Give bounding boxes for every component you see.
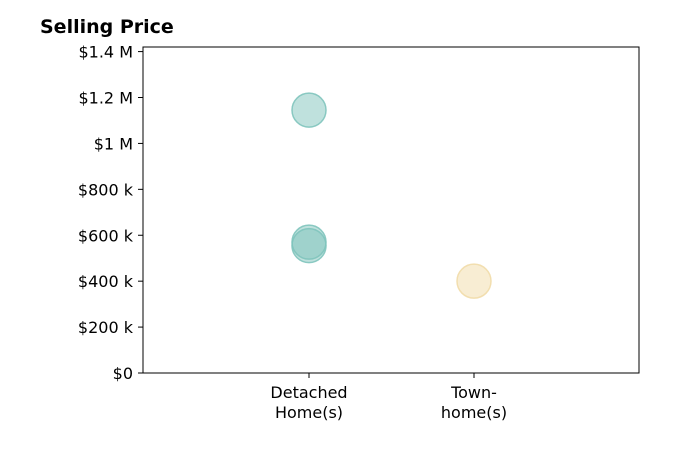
data-point: [291, 92, 327, 128]
y-tick-label: $400 k: [78, 272, 134, 291]
x-tick-label: Town-: [450, 383, 497, 402]
y-tick-label: $200 k: [78, 318, 134, 337]
chart-title: Selling Price: [40, 16, 174, 38]
x-tick-label: Home(s): [275, 403, 343, 422]
y-tick-label: $1 M: [94, 134, 133, 153]
plot-frame: [142, 46, 640, 374]
y-tick-label: $600 k: [78, 226, 134, 245]
data-point: [456, 263, 492, 299]
y-tick-label: $800 k: [78, 180, 134, 199]
data-point: [291, 227, 327, 264]
y-tick-label: $1.4 M: [78, 43, 133, 62]
x-tick-label: home(s): [441, 403, 507, 422]
y-tick-label: $1.2 M: [78, 89, 133, 108]
x-tick-label: Detached: [270, 383, 347, 402]
y-tick-label: $0: [113, 364, 133, 383]
